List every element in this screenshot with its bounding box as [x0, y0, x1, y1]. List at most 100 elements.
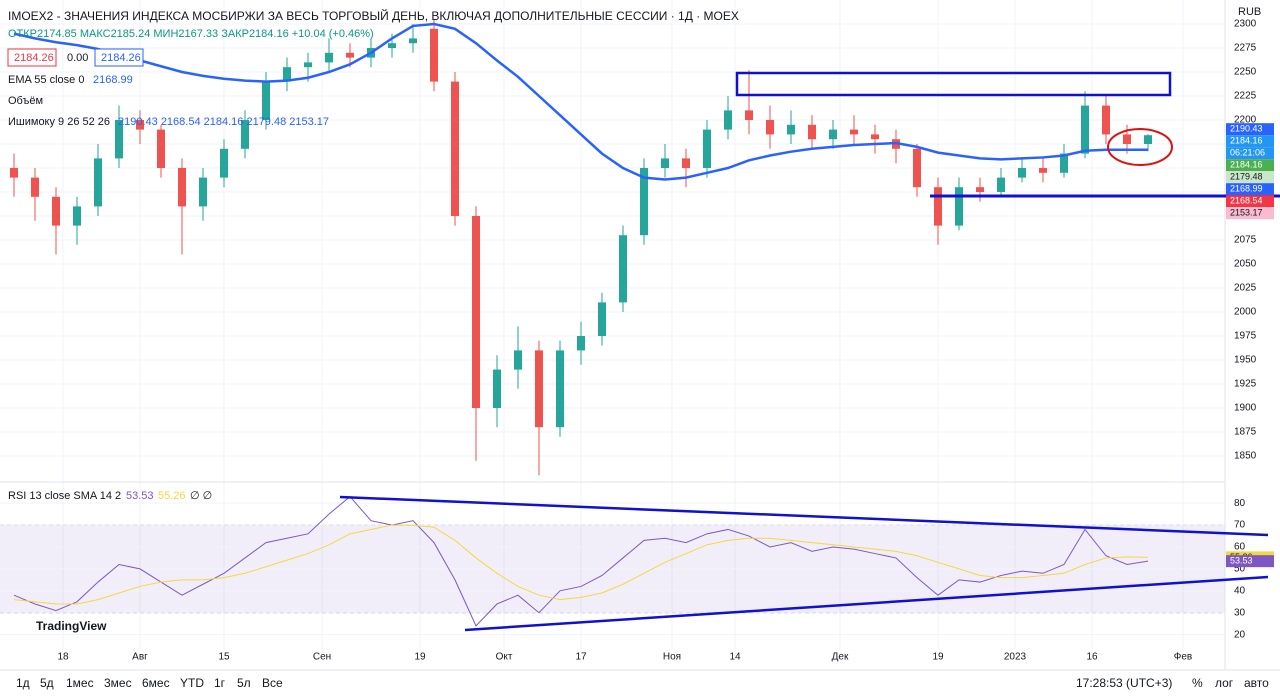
candle-body	[1123, 134, 1131, 144]
price-badge-label: 2168.54	[1230, 196, 1263, 206]
x-tick-label: 15	[218, 652, 230, 663]
candle-body	[325, 52, 333, 63]
y-tick-label: 1850	[1234, 451, 1257, 462]
candle-body	[31, 177, 39, 197]
y-tick-label: 2050	[1234, 259, 1257, 270]
bid-box[interactable]	[7, 48, 57, 67]
spread: 0.00	[67, 52, 88, 64]
range-button[interactable]: 3мес	[104, 676, 132, 690]
legend-volume: Объём	[8, 95, 43, 107]
candle-body	[241, 120, 249, 149]
candle-body	[661, 158, 669, 168]
x-tick-label: 16	[1086, 652, 1098, 663]
y-tick-label: 2250	[1234, 67, 1257, 78]
range-button[interactable]: YTD	[180, 676, 204, 690]
candle-body	[451, 81, 459, 216]
y-tick-label: 1900	[1234, 403, 1257, 414]
candle-body	[430, 28, 438, 82]
y-tick-label: 60	[1234, 542, 1246, 553]
candle-body	[346, 52, 354, 58]
auto[interactable]: авто	[1244, 676, 1269, 690]
x-tick-label: Дек	[832, 652, 849, 663]
drawn-trendline	[339, 495, 1269, 537]
candle-body	[1102, 105, 1110, 135]
candle-body	[262, 81, 270, 120]
candle-body	[850, 129, 858, 135]
candle-body	[787, 124, 795, 135]
candle-body	[10, 168, 18, 178]
chart-title: IMOEX2 - ЗНАЧЕНИЯ ИНДЕКСА МОСБИРЖИ ЗА ВЕ…	[8, 8, 739, 23]
candle-body	[808, 124, 816, 140]
x-tick-label: Ноя	[663, 652, 681, 663]
candle-body	[1144, 135, 1152, 144]
range-button[interactable]: 5л	[237, 676, 251, 690]
x-tick-label: 2023	[1004, 652, 1027, 663]
price-badge	[1226, 555, 1274, 568]
candle-body	[115, 120, 123, 159]
candle-body	[283, 67, 291, 82]
price-badge-label: 2184.16	[1230, 160, 1263, 170]
candle-body	[178, 168, 186, 207]
price-badge	[1226, 171, 1274, 184]
log[interactable]: лог	[1215, 676, 1234, 690]
candle-body	[304, 62, 312, 68]
range-button[interactable]: 6мес	[142, 676, 170, 690]
ohlc: ОТКР2174.85 МАКС2185.24 МИН2167.33 ЗАКР2…	[8, 28, 374, 40]
price-badge	[1226, 195, 1274, 208]
price-badge	[1226, 123, 1274, 136]
price-badge-label: 2168.99	[1230, 184, 1263, 194]
percent[interactable]: %	[1192, 676, 1203, 690]
y-tick-label: 40	[1234, 585, 1246, 596]
rsi-legend-value: 53.53	[126, 490, 154, 502]
x-tick-label: Окт	[496, 652, 513, 663]
logo: TradingView	[36, 619, 107, 633]
range-button[interactable]: 1г	[214, 676, 226, 690]
rsi-title: RSI 13 close SMA 14 2	[8, 490, 121, 502]
candle-body	[136, 120, 144, 130]
candle-body	[997, 177, 1005, 192]
y-tick-label: 2025	[1234, 283, 1257, 294]
bid[interactable]: 2184.26	[14, 52, 54, 64]
candle-body	[724, 110, 732, 130]
candle-body	[73, 206, 81, 226]
range-button[interactable]: 1д	[16, 676, 30, 690]
currency[interactable]: RUB	[1238, 6, 1261, 18]
candle-body	[1039, 168, 1047, 173]
price-badge-label: 2153.17	[1230, 208, 1263, 218]
y-tick-label: 2200	[1234, 115, 1257, 126]
y-tick-label: 2275	[1234, 43, 1257, 54]
rsi-nulls: ∅ ∅	[190, 490, 212, 502]
candle-body	[640, 168, 648, 236]
x-tick-label: 18	[57, 652, 69, 663]
x-tick-label: 17	[575, 652, 587, 663]
price-badge	[1226, 207, 1274, 220]
price-badge	[1226, 159, 1274, 172]
candle-body	[619, 235, 627, 303]
legend-ema: EMA 55 close 0	[8, 74, 84, 86]
candle-body	[1018, 168, 1026, 178]
candle-body	[871, 134, 879, 140]
price-badge-label: 2179.48	[1230, 172, 1263, 182]
x-tick-label: 19	[932, 652, 944, 663]
x-tick-label: 14	[729, 652, 741, 663]
candle-body	[703, 129, 711, 168]
candle-body	[1081, 105, 1089, 154]
candle-body	[682, 158, 690, 168]
ask[interactable]: 2184.26	[101, 52, 141, 64]
range-button[interactable]: 5д	[40, 676, 54, 690]
y-tick-label: 1925	[1234, 379, 1257, 390]
y-tick-label: 30	[1234, 607, 1246, 618]
candle-body	[976, 187, 984, 192]
range-button[interactable]: Все	[262, 676, 283, 690]
candle-body	[829, 129, 837, 140]
legend-ichimoku: Ишимоку 9 26 52 26	[8, 116, 110, 128]
candle-body	[556, 350, 564, 428]
clock: 17:28:53 (UTC+3)	[1076, 676, 1172, 690]
range-button[interactable]: 1мес	[66, 676, 94, 690]
candle-body	[598, 302, 606, 336]
y-tick-label: 1975	[1234, 331, 1257, 342]
price-badge	[1226, 135, 1274, 148]
ask-box[interactable]	[94, 48, 144, 67]
legend-ichimoku-values: 2190.43 2168.54 2184.16 2179.48 2153.17	[118, 116, 329, 128]
